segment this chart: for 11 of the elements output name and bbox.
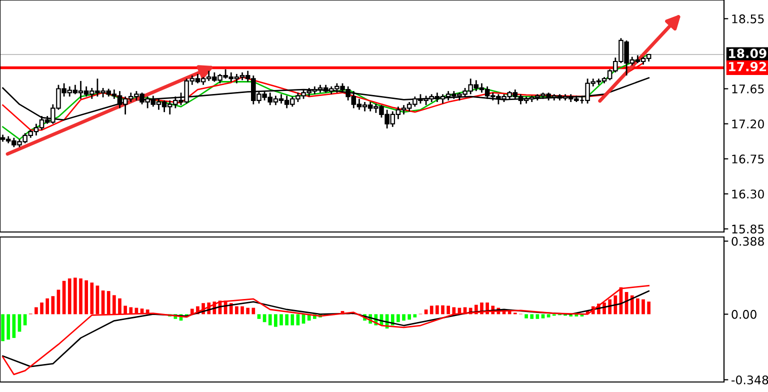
ref-line-label: 18.09 [729,48,766,58]
y-tick-label: 0.00 [732,310,756,319]
y-tick-label: 18.55 [732,14,764,24]
y-tick-label: 17.65 [732,84,764,94]
y-tick-label: 0.388 [732,236,764,246]
y-tick-label: 16.30 [732,190,764,199]
y-tick-label: -0.348 [732,375,768,384]
y-tick-label: 16.75 [732,154,764,164]
y-tick-label: 17.20 [732,120,764,128]
y-tick-label: 15.85 [732,224,764,234]
ref-line-label: 17.92 [729,62,766,72]
